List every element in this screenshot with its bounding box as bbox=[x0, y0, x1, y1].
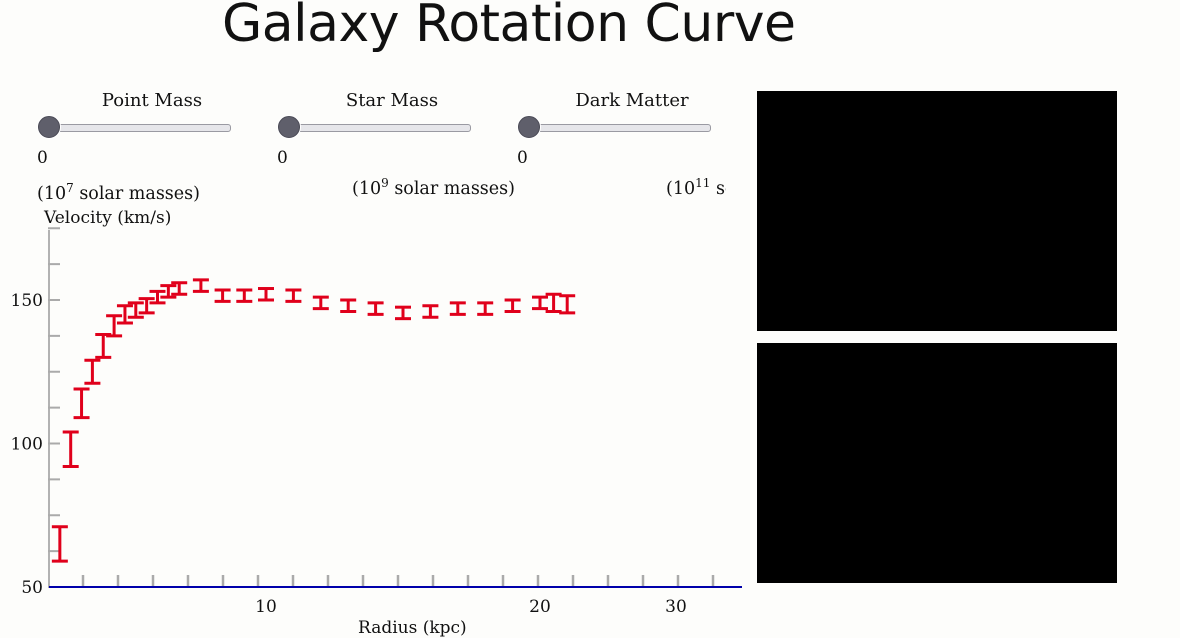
data-point bbox=[312, 295, 329, 311]
point-mass-units-base: (10 bbox=[37, 183, 67, 204]
point-mass-value: 0 bbox=[37, 148, 48, 168]
data-point bbox=[192, 278, 209, 293]
data-point bbox=[422, 304, 439, 319]
point-mass-units: (107 solar masses) bbox=[37, 176, 227, 206]
star-mass-units-suffix: solar masses) bbox=[388, 178, 515, 199]
point-mass-label: Point Mass bbox=[101, 90, 203, 111]
data-point bbox=[127, 301, 144, 319]
data-point bbox=[73, 387, 90, 420]
data-point bbox=[236, 288, 253, 303]
data-point bbox=[116, 304, 133, 325]
point-mass-slider-track[interactable] bbox=[49, 124, 231, 132]
data-point bbox=[340, 298, 357, 313]
data-point bbox=[214, 288, 231, 303]
dark-matter-slider-track[interactable] bbox=[529, 124, 711, 132]
data-point bbox=[504, 298, 521, 313]
star-mass-label: Star Mass bbox=[345, 90, 439, 111]
star-mass-units-exp: 9 bbox=[381, 176, 389, 190]
data-point bbox=[449, 301, 466, 316]
x-tick-label: 20 bbox=[529, 597, 551, 617]
y-tick-label: 50 bbox=[21, 578, 43, 598]
data-point bbox=[559, 294, 576, 315]
dark-matter-units-suffix: solar masses) bbox=[715, 178, 726, 199]
dark-matter-slider-thumb[interactable] bbox=[518, 116, 540, 138]
point-mass-slider-thumb[interactable] bbox=[38, 116, 60, 138]
dark-matter-label: Dark Matter bbox=[575, 90, 689, 111]
star-mass-units: (109 solar masses) bbox=[352, 176, 515, 199]
data-point bbox=[532, 295, 548, 311]
x-tick-label: 30 bbox=[665, 597, 687, 617]
y-tick-label: 100 bbox=[11, 435, 43, 455]
star-mass-value: 0 bbox=[277, 148, 288, 168]
data-point bbox=[138, 297, 155, 315]
data-point bbox=[395, 305, 411, 321]
data-point bbox=[149, 289, 166, 305]
star-mass-slider-thumb[interactable] bbox=[278, 116, 300, 138]
data-point bbox=[84, 358, 101, 385]
page-title: Galaxy Rotation Curve bbox=[222, 0, 796, 54]
star-mass-slider-track[interactable] bbox=[289, 124, 471, 132]
dark-matter-units: (1011 solar masses) bbox=[666, 176, 726, 199]
galaxy-view-panel-bottom bbox=[757, 343, 1117, 583]
data-point bbox=[51, 525, 68, 563]
dark-matter-units-exp: 11 bbox=[695, 176, 711, 190]
x-tick-label: 10 bbox=[255, 597, 277, 617]
data-point bbox=[171, 281, 188, 296]
data-point bbox=[160, 284, 177, 299]
data-point bbox=[106, 314, 123, 338]
data-point bbox=[258, 287, 274, 302]
y-tick-label: 150 bbox=[11, 291, 43, 311]
x-axis-label: Radius (kpc) bbox=[358, 618, 467, 638]
y-axis-label: Velocity (km/s) bbox=[44, 208, 172, 228]
galaxy-view-panel-top bbox=[757, 91, 1117, 331]
point-mass-units-suffix: solar masses) bbox=[73, 183, 200, 204]
star-mass-units-base: (10 bbox=[352, 178, 382, 199]
data-point bbox=[477, 301, 494, 316]
point-mass-units-exp: 7 bbox=[66, 181, 74, 195]
rotation-curve-chart: 50 100 150 10 20 30 bbox=[11, 227, 742, 617]
dark-matter-value: 0 bbox=[517, 148, 528, 168]
data-point bbox=[367, 301, 384, 316]
data-point bbox=[95, 332, 112, 359]
dark-matter-units-base: (10 bbox=[666, 178, 696, 199]
data-point bbox=[62, 430, 79, 468]
data-point bbox=[545, 292, 562, 313]
data-point bbox=[285, 288, 302, 303]
